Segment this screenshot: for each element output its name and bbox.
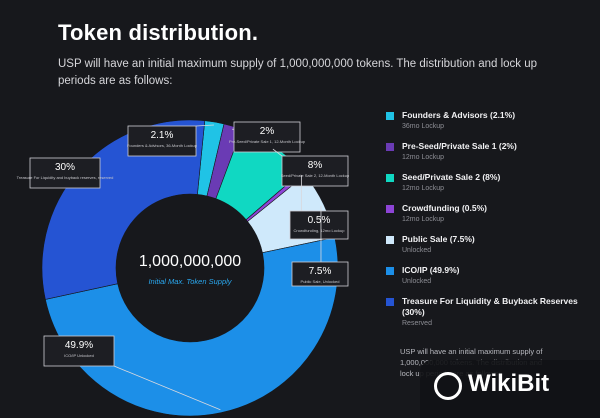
legend-swatch [386, 236, 394, 244]
page-subtitle: USP will have an initial maximum supply … [58, 58, 538, 87]
legend-label: Public Sale (7.5%) [402, 234, 475, 244]
legend-label: Pre-Seed/Private Sale 1 (2%) [402, 141, 517, 151]
legend-sublabel: 36mo Lockup [402, 123, 445, 130]
legend-sublabel: 12mo Lockup [402, 185, 445, 192]
legend-item: Founders & Advisors (2.1%) 36mo Lockup [386, 110, 586, 132]
legend-item: Seed/Private Sale 2 (8%) 12mo Lockup [386, 172, 586, 194]
legend-label: Founders & Advisors (2.1%) [402, 110, 516, 120]
legend-label: Crowdfunding (0.5%) [402, 203, 487, 213]
callout-value: 7.5% [309, 266, 332, 277]
callout-box [289, 210, 349, 240]
callout-leader [272, 148, 283, 157]
callout-label: Seed/Private Sale 2, 12-Month Lockup [281, 173, 350, 178]
callout-box [43, 335, 115, 367]
legend-swatch [386, 174, 394, 182]
callout-label: ICO/IP Unlocked [64, 353, 94, 358]
callout-label: Treasure For Liquidity and buyback reser… [17, 175, 114, 180]
legend-item: ICO/IP (49.9%) Unlocked [386, 265, 586, 287]
legend-sublabel: Unlocked [402, 278, 432, 285]
legend-swatch [386, 112, 394, 120]
callout-box [127, 125, 197, 157]
legend-sublabel: Unlocked [402, 247, 432, 254]
page-title: Token distribution. [58, 20, 259, 45]
callout-value: 30% [55, 162, 75, 173]
callout-value: 8% [308, 160, 323, 171]
callout-label: Founders & Advisors, 36-Month Lockup [127, 143, 198, 148]
callout-value: 2.1% [151, 130, 174, 141]
watermark-text: WikiBit [468, 370, 550, 397]
chart-legend: Founders & Advisors (2.1%) 36mo Lockup Pre… [386, 110, 586, 338]
legend-swatch [386, 267, 394, 275]
callout-box [29, 157, 101, 189]
callout-label: Crowdfunding, 12mo Lockup [294, 228, 346, 233]
wikibit-watermark: WikiBit [420, 360, 600, 418]
legend-swatch [386, 143, 394, 151]
legend-sublabel: Reserved [402, 320, 432, 327]
legend-item: Public Sale (7.5%) Unlocked [386, 234, 586, 256]
callout-box [291, 261, 349, 287]
callout-leader [113, 365, 221, 411]
legend-swatch [386, 298, 394, 306]
legend-label: ICO/IP (49.9%) [402, 265, 460, 275]
callout-value: 0.5% [308, 215, 331, 226]
center-label: Initial Max. Token Supply [148, 277, 232, 286]
callout-box [233, 121, 301, 153]
legend-swatch [386, 205, 394, 213]
legend-sublabel: 12mo Lockup [402, 216, 445, 223]
donut-slice [41, 119, 206, 300]
wikibit-logo-icon [434, 372, 462, 400]
callout-value: 49.9% [65, 340, 93, 351]
legend-label: Seed/Private Sale 2 (8%) [402, 172, 501, 182]
callout-label: Pre-Seed/Private Sale 1, 12-Month Lockup [229, 139, 306, 144]
callout-value: 2% [260, 126, 275, 137]
center-value: 1,000,000,000 [139, 253, 241, 270]
legend-label: Treasure For Liquidity & Buyback Reserve… [402, 296, 578, 317]
legend-item: Pre-Seed/Private Sale 1 (2%) 12mo Lockup [386, 141, 586, 163]
callout-label: Public Sale, Unlocked [301, 279, 340, 284]
callout-leader [195, 124, 214, 127]
legend-item: Crowdfunding (0.5%) 12mo Lockup [386, 203, 586, 225]
callout-box [281, 155, 349, 187]
legend-sublabel: 12mo Lockup [402, 154, 445, 161]
legend-item: Treasure For Liquidity & Buyback Reserve… [386, 296, 586, 329]
